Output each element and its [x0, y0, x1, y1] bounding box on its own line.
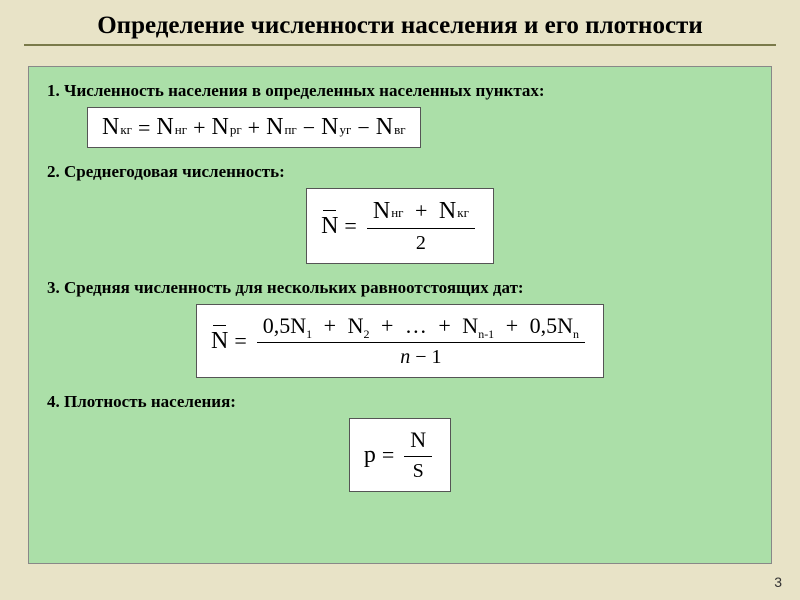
title-underline: [24, 44, 776, 46]
item-2-label: 2. Среднегодовая численность:: [47, 162, 753, 182]
formula-2: N = Nнг + Nкг 2: [321, 195, 479, 257]
formula-1: Nкг = Nнг + Nрг + Nпг − Nуг − Nвг: [102, 114, 406, 141]
item-1-label: 1. Численность населения в определенных …: [47, 81, 753, 101]
title-region: Определение численности населения и его …: [0, 0, 800, 52]
formula-3-row: N = 0,5N1 + N2 + … + Nn-1 + 0,5Nn: [47, 304, 753, 378]
formula-3: N = 0,5N1 + N2 + … + Nn-1 + 0,5Nn: [211, 311, 589, 371]
formula-4: p = N S: [364, 425, 436, 485]
formula-1-wrap: Nкг = Nнг + Nрг + Nпг − Nуг − Nвг: [87, 107, 753, 148]
formula-2-row: N = Nнг + Nкг 2: [47, 188, 753, 264]
page-title: Определение численности населения и его …: [20, 12, 780, 40]
formula-3-box: N = 0,5N1 + N2 + … + Nn-1 + 0,5Nn: [196, 304, 604, 378]
formula-4-box: p = N S: [349, 418, 451, 492]
content-panel: 1. Численность населения в определенных …: [28, 66, 772, 564]
item-4-label: 4. Плотность населения:: [47, 392, 753, 412]
formula-1-box: Nкг = Nнг + Nрг + Nпг − Nуг − Nвг: [87, 107, 421, 148]
page-number: 3: [774, 574, 782, 590]
item-3-label: 3. Средняя численность для нескольких ра…: [47, 278, 753, 298]
formula-2-box: N = Nнг + Nкг 2: [306, 188, 494, 264]
formula-4-row: p = N S: [47, 418, 753, 492]
